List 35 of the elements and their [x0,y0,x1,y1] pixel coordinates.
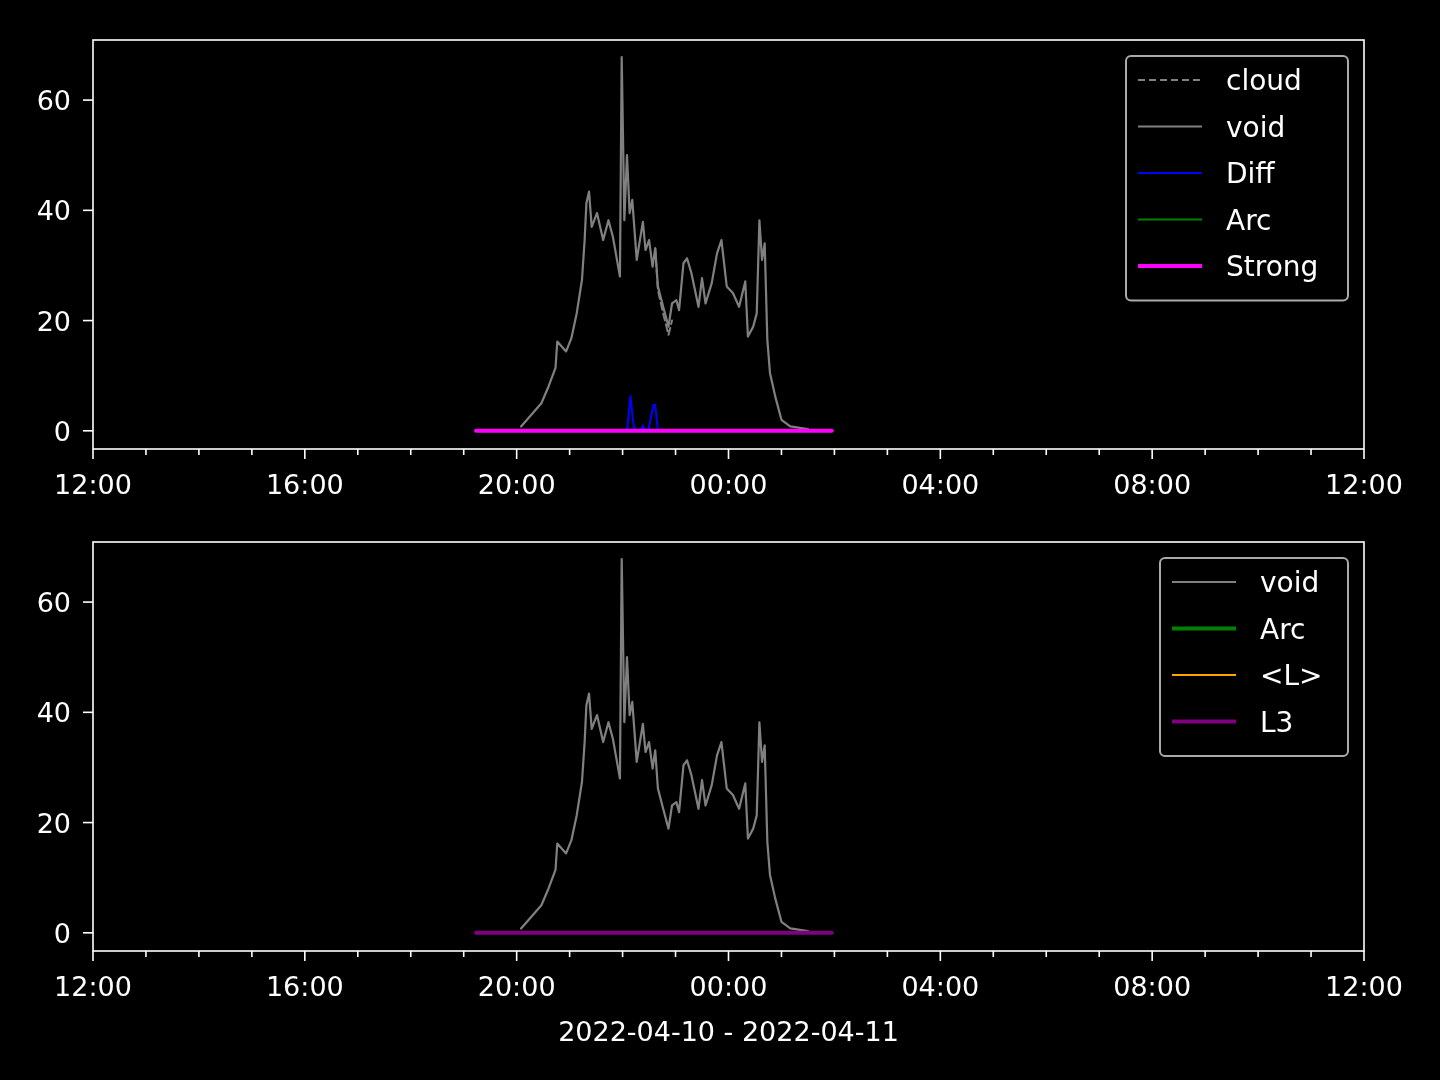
legend-label: Arc [1226,203,1272,237]
x-tick-label: 12:00 [54,469,132,500]
x-tick-label: 00:00 [689,469,768,500]
legend-label: cloud [1226,64,1302,97]
legend-label: void [1226,110,1286,144]
legend-label: Strong [1226,250,1319,283]
x-tick-label: 16:00 [265,971,344,1002]
y-tick-label: 20 [36,305,71,337]
x-tick-label: 12:00 [1325,971,1403,1002]
legend-label: void [1260,566,1320,599]
x-tick-label: 04:00 [901,469,980,500]
line-series [626,395,659,432]
legend-label: Arc [1260,612,1306,646]
legend-label: Diff [1226,157,1276,190]
x-tick-label: 12:00 [54,971,132,1002]
x-tick-label: 04:00 [901,971,980,1002]
x-tick-label: 16:00 [265,469,344,500]
y-tick-label: 60 [36,85,71,117]
y-tick-label: 0 [53,415,71,447]
x-tick-label: 20:00 [477,971,556,1002]
x-tick-label: 00:00 [689,971,768,1002]
y-tick-label: 40 [36,697,71,729]
y-tick-label: 40 [36,195,71,227]
x-tick-label: 08:00 [1113,971,1192,1002]
y-tick-label: 0 [53,917,71,949]
y-tick-label: 60 [36,587,71,619]
y-tick-label: 20 [36,807,71,839]
x-axis-title: 2022-04-10 - 2022-04-11 [558,1016,899,1047]
line-series [519,557,810,933]
legend-label: <L> [1260,659,1323,692]
x-tick-label: 08:00 [1113,469,1192,500]
x-tick-label: 20:00 [477,469,556,500]
line-series [519,55,810,431]
legend-label: L3 [1260,705,1294,739]
x-tick-label: 12:00 [1325,469,1403,500]
